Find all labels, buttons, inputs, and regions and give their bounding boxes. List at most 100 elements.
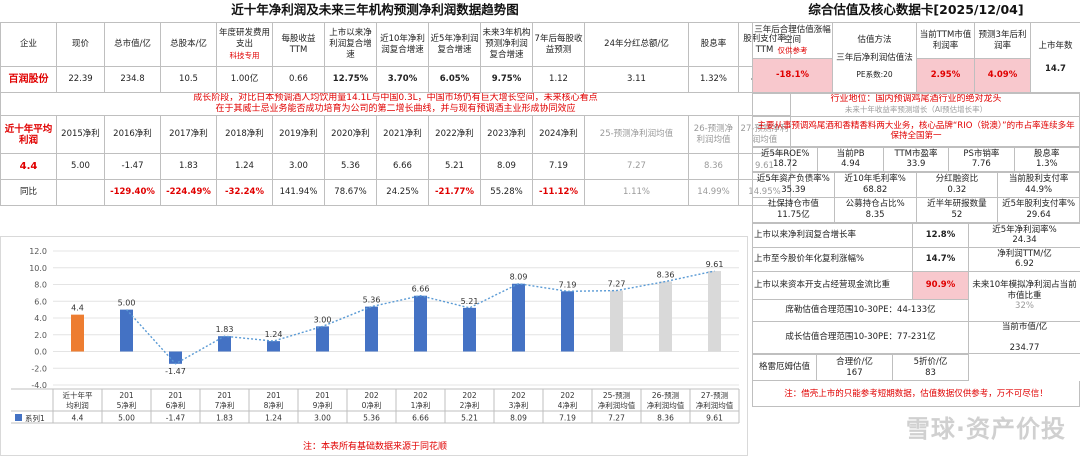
chart-bar: [365, 306, 378, 352]
metrics-grid-2: 近5年资产负债率% 35.39 近10年毛利率% 68.82 分红融资比 0.32 当…: [752, 171, 1080, 223]
m-roe: 近5年ROE% 18.72: [751, 146, 819, 172]
x-category-label-line: 201: [266, 391, 281, 400]
table-value: 3.00: [314, 414, 331, 423]
x-category-label-line: 202: [413, 391, 428, 400]
val-pe7: 1.12: [532, 66, 585, 93]
bar-value-label: 6.66: [412, 285, 430, 294]
x-category-label-line: 202: [462, 391, 477, 400]
company-name[interactable]: 百润股份: [0, 66, 57, 93]
m-gross-val: 68.82: [862, 184, 888, 195]
year-2019: 2019净利: [272, 115, 325, 154]
hdr-g10: 近10年净利润复合增速: [376, 22, 429, 67]
val-g5: 6.05%: [428, 66, 481, 93]
yoy-2022: -21.77%: [428, 179, 481, 206]
avg-profit-value: 4.4: [0, 153, 57, 180]
m-pb: 当前PB 4.94: [817, 146, 884, 172]
valuation-header-table: 三年后合理估值涨幅空间 仅供参考 估值方法 三年后净利润估值法 PE系数:20 当前T…: [752, 22, 1080, 93]
profit-26f: 8.36: [688, 153, 739, 180]
year-2024: 2024净利: [532, 115, 585, 154]
year-26f: 26-预测净利润均值: [688, 115, 739, 154]
x-category-label: 201 8净利: [264, 391, 284, 410]
m-payout5-label: 近5年股利支付率%: [1002, 199, 1076, 209]
bar-value-label: 5.36: [363, 296, 381, 305]
bar-value-label: 1.83: [216, 325, 234, 334]
x-category-label-line: 9净利: [313, 400, 333, 410]
hdr-pe7: 7年后每股收益预测: [532, 22, 585, 67]
table-value: 6.66: [412, 414, 429, 423]
m-social-val: 11.75亿: [776, 209, 810, 220]
m-debt: 近5年资产负债率% 35.39: [752, 171, 835, 198]
m-gross-label: 近10年毛利率%: [844, 174, 906, 184]
yoy-2015: [56, 179, 105, 206]
year-2015: 2015净利: [56, 115, 105, 154]
half: 5折价/亿 83: [892, 354, 969, 381]
x-category-label-line: 净利润均值: [647, 400, 685, 410]
x-category-label-line: 1净利: [411, 400, 431, 410]
m-debt-val: 35.39: [781, 184, 806, 195]
m-pe: TTM市盈率 33.9: [882, 146, 950, 172]
profit-2023: 8.09: [480, 153, 533, 180]
x-category-label-line: 0净利: [362, 400, 382, 410]
trend-line: [125, 270, 715, 365]
year-2018: 2018净利: [216, 115, 273, 154]
val-shares: 10.5: [160, 66, 217, 93]
x-category-label-line: 6净利: [166, 400, 186, 410]
val-g3f: 9.75%: [480, 66, 533, 93]
bar-value-label: 8.36: [657, 270, 675, 279]
rp-h3: 当前TTM市值利润率: [916, 22, 975, 59]
bar-value-label: 5.21: [461, 297, 479, 306]
m-social-label: 社保持仓市值: [767, 199, 819, 209]
x-category-label: 201 5净利: [117, 391, 137, 410]
m-ps-val: 7.76: [971, 159, 991, 169]
yoy-2016: -129.40%: [104, 179, 161, 206]
year-2020: 2020净利: [324, 115, 377, 154]
r1-side: 近5年净利润率% 24.34: [968, 222, 1080, 248]
profit-2018: 1.24: [216, 153, 273, 180]
table-value: 9.61: [706, 414, 723, 423]
x-category-label: 201 9净利: [313, 391, 333, 410]
rp-v4: 4.09%: [974, 58, 1031, 93]
rp-h1-label: 三年后合理估值涨幅空间: [754, 24, 831, 46]
table-value: 5.36: [363, 414, 380, 423]
yoy-25f: 1.11%: [584, 179, 689, 206]
profit-2021: 6.66: [376, 153, 429, 180]
chart-bar: [267, 341, 280, 352]
x-category-label: 201 6净利: [166, 391, 186, 410]
hdr-g5: 近5年净利润复合增速: [428, 22, 481, 67]
table-value: -1.47: [166, 414, 186, 423]
rp-v3: 2.95%: [916, 58, 975, 93]
watermark: 雪球·资产价投: [905, 415, 1066, 443]
hdr-company: 企业: [0, 22, 57, 67]
x-category-label-line: 202: [511, 391, 526, 400]
x-category-label-line: 8净利: [264, 400, 284, 410]
r2-label: 上市至今股价年化复利涨幅%: [752, 246, 913, 272]
year-2016: 2016净利: [104, 115, 161, 154]
bar-value-label: -1.47: [165, 367, 186, 376]
year-25f: 25-预测净利润均值: [584, 115, 689, 154]
yoy-2021: 24.25%: [376, 179, 429, 206]
m-payout: 当前股利支付率 44.9%: [997, 171, 1080, 198]
val-listing-growth: 12.75%: [324, 66, 377, 93]
year-2021: 2021净利: [376, 115, 429, 154]
x-category-label-line: 均利润: [66, 400, 89, 410]
x-category-label-line: 201: [168, 391, 183, 400]
x-category-label-line: 26-预测: [652, 390, 679, 400]
hdr-price: 现价: [56, 22, 105, 67]
x-category-label-line: 202: [364, 391, 379, 400]
yoy-26f: 14.99%: [688, 179, 739, 206]
chart-bar: [120, 309, 133, 352]
r2-side-val: 6.92: [1015, 259, 1034, 269]
rp-h2: 估值方法: [857, 34, 892, 45]
half-val: 83: [925, 367, 936, 378]
industry-table: 行业地位：国内预调鸡尾酒行业的绝对龙头 未来十年收益率预测增长（AI预估增长率） …: [752, 93, 1080, 147]
m-yield-val: 1.3%: [1035, 159, 1058, 169]
r3-val: 90.9%: [912, 270, 969, 300]
table-value: 8.36: [657, 414, 674, 423]
rp-listing-years-cell: 上市年数 14.7: [1030, 22, 1080, 93]
chart-note: 注：本表所有基础数据来源于同花顺: [302, 442, 447, 452]
hdr-yield: 股息率: [688, 22, 739, 67]
x-category-label: 202 3净利: [509, 391, 529, 410]
chart-bar: [218, 336, 231, 352]
x-category-label-line: 4净利: [558, 400, 578, 410]
y-tick-label: 6.0: [34, 297, 47, 306]
